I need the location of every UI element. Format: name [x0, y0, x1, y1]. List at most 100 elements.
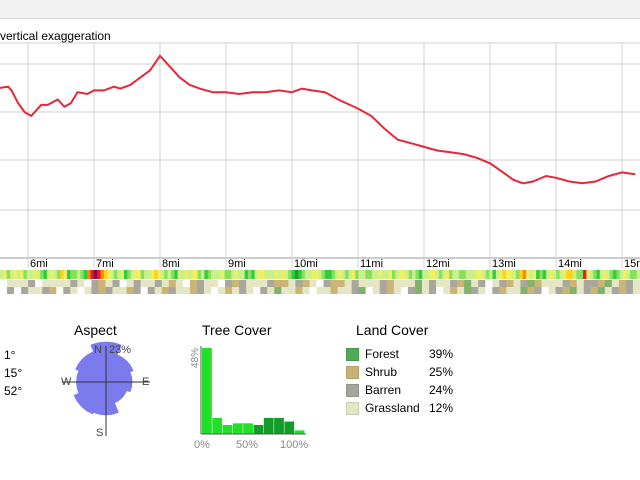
grassland-swatch: [346, 401, 359, 415]
ground-cell: [175, 287, 184, 294]
cover-cell: [512, 270, 517, 279]
elevation-profile-chart[interactable]: 6mi 7mi 8mi 9mi 10mi 11mi 12mi 13mi 14mi 15mi: [0, 0, 640, 300]
ground-cell: [478, 280, 486, 287]
ground-cell: [112, 280, 120, 287]
cover-cell: [6, 270, 11, 279]
aspect-petal: [75, 351, 107, 383]
cover-cell: [120, 270, 125, 279]
cover-cell: [26, 270, 31, 279]
ground-cell: [196, 287, 205, 294]
forest-value: 39%: [428, 347, 453, 361]
land-cover-title: Land Cover: [356, 322, 429, 338]
ground-cell: [126, 280, 135, 287]
cover-cell: [251, 270, 256, 279]
cover-cell: [626, 270, 631, 279]
cover-cell: [479, 270, 483, 279]
cover-cell: [603, 270, 607, 279]
ground-cell: [485, 287, 493, 294]
ground-cell: [344, 287, 353, 294]
cover-cell: [546, 270, 550, 279]
aspect-rose-chart: N 23% E W S: [61, 341, 150, 439]
cover-cell: [378, 270, 383, 279]
cover-cell: [569, 270, 574, 279]
slope-stats: 1° 15° 52°: [4, 346, 22, 400]
ground-cell: [154, 287, 163, 294]
ground-cell: [513, 287, 521, 294]
ground-cell: [281, 287, 289, 294]
ground-cell: [70, 280, 78, 287]
ground-cell: [555, 287, 564, 294]
ground-cell: [597, 280, 606, 287]
cover-cell: [516, 270, 520, 279]
ground-cell: [189, 280, 198, 287]
cover-cell: [53, 270, 58, 279]
tree-cover-bar: [232, 423, 243, 435]
cover-cell: [237, 270, 242, 279]
cover-cell: [445, 270, 450, 279]
ground-cell: [140, 287, 149, 294]
mile-tick-label: 11mi: [360, 258, 383, 270]
ground-cell: [351, 287, 360, 294]
cover-cell: [412, 270, 416, 279]
cover-cell: [492, 270, 497, 279]
cover-cell: [408, 270, 413, 279]
cover-cell: [110, 270, 115, 279]
cover-cell: [227, 270, 232, 279]
ground-cell: [295, 280, 303, 287]
ground-cell: [365, 287, 374, 294]
ground-cell: [77, 287, 85, 294]
tree-cover-bar: [284, 421, 295, 434]
ground-cell: [562, 280, 571, 287]
ground-cell: [351, 280, 360, 287]
cover-cell: [224, 270, 229, 279]
cover-cell: [254, 270, 259, 279]
ground-cell: [56, 287, 64, 294]
ground-cell: [288, 280, 296, 287]
ground-cell: [436, 280, 444, 287]
cover-cell: [418, 270, 423, 279]
cover-cell: [20, 270, 24, 279]
ground-cell: [632, 280, 640, 287]
cover-cell: [599, 270, 604, 279]
ground-cell: [632, 287, 640, 294]
shrub-swatch: [346, 365, 359, 379]
ground-cell: [421, 280, 430, 287]
land-cover-row-barren: Barren 24%: [346, 381, 453, 399]
cover-cell: [539, 270, 544, 279]
tree-cover-bar: [202, 348, 212, 434]
cover-cell: [482, 270, 487, 279]
cover-cell: [0, 270, 4, 279]
cover-cell: [616, 270, 621, 279]
cover-cell: [579, 270, 584, 279]
ground-cell: [625, 280, 634, 287]
ground-cell: [323, 287, 331, 294]
cover-cell: [562, 270, 567, 279]
mile-tick-label: 13mi: [492, 258, 516, 270]
cover-cell: [137, 270, 142, 279]
ground-cell: [400, 280, 409, 287]
cover-cell: [385, 270, 390, 279]
cover-cell: [455, 270, 460, 279]
ground-cell: [119, 280, 127, 287]
cover-cell: [375, 270, 380, 279]
cover-cell: [381, 270, 386, 279]
ground-cell: [372, 280, 381, 287]
ground-cell: [147, 280, 156, 287]
cover-cell: [264, 270, 269, 279]
cover-cell: [40, 270, 44, 279]
cover-cell: [566, 270, 571, 279]
cover-cell: [73, 270, 78, 279]
ground-cell: [471, 280, 479, 287]
land-cover-row-forest: Forest 39%: [346, 345, 453, 363]
ground-cell: [393, 287, 402, 294]
cover-cell: [221, 270, 225, 279]
ground-cell: [203, 287, 212, 294]
ground-cell: [210, 287, 219, 294]
ground-cell: [147, 287, 156, 294]
ground-cell: [625, 287, 634, 294]
ground-cell: [126, 287, 135, 294]
cover-cell: [489, 270, 493, 279]
cover-cell: [140, 270, 145, 279]
cover-cell: [211, 270, 215, 279]
cover-cell: [274, 270, 279, 279]
